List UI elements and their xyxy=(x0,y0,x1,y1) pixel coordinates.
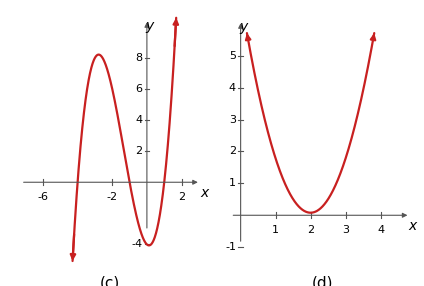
Text: (c): (c) xyxy=(100,276,120,286)
Text: y: y xyxy=(239,20,248,34)
Text: 5: 5 xyxy=(229,51,236,61)
Text: 4: 4 xyxy=(229,83,236,93)
Text: x: x xyxy=(409,219,417,233)
Text: y: y xyxy=(145,19,154,33)
Text: 2: 2 xyxy=(307,225,314,235)
Text: -6: -6 xyxy=(37,192,48,202)
Text: -4: -4 xyxy=(131,239,142,249)
Text: -1: -1 xyxy=(225,242,236,252)
Text: 1: 1 xyxy=(272,225,279,235)
Text: 4: 4 xyxy=(135,115,142,125)
Text: 2: 2 xyxy=(135,146,142,156)
Text: 1: 1 xyxy=(229,178,236,188)
Text: 8: 8 xyxy=(135,53,142,63)
Text: 6: 6 xyxy=(135,84,142,94)
Text: 2: 2 xyxy=(229,146,236,156)
Text: (d): (d) xyxy=(312,276,334,286)
Text: x: x xyxy=(200,186,208,200)
Text: 4: 4 xyxy=(377,225,384,235)
Text: 2: 2 xyxy=(178,192,185,202)
Text: 3: 3 xyxy=(229,115,236,125)
Text: 3: 3 xyxy=(342,225,349,235)
Text: -2: -2 xyxy=(107,192,118,202)
